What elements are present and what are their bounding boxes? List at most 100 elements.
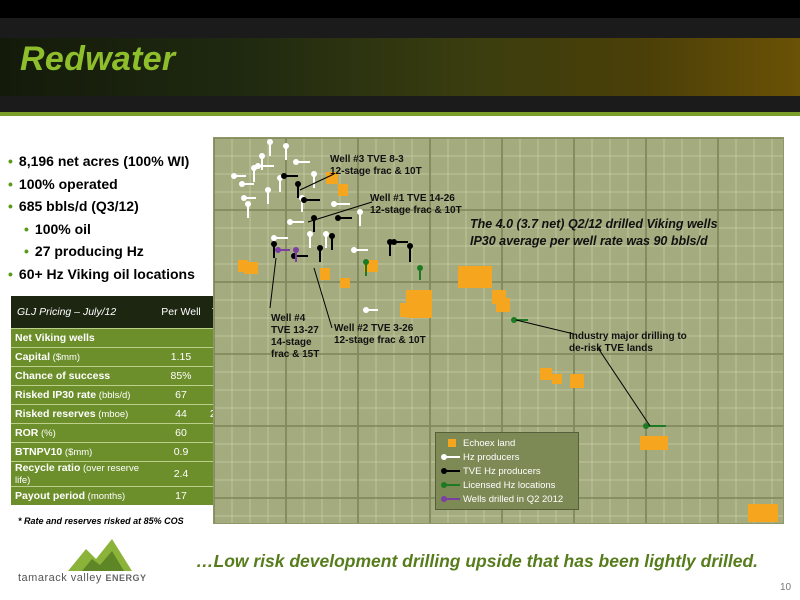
bullet-text: 8,196 net acres (100% WI) xyxy=(18,153,190,169)
row-unit: ($mm) xyxy=(50,352,81,363)
row-unit: (over reserve life) xyxy=(15,463,139,486)
hz-producer-icon xyxy=(357,209,363,215)
hz-producer-icon xyxy=(241,195,247,201)
hz-producer-icon xyxy=(245,201,251,207)
legend-label: Wells drilled in Q2 2012 xyxy=(463,493,564,505)
pointer-line xyxy=(597,347,651,427)
map-legend: Echoex land Hz producers TVE Hz producer… xyxy=(435,432,579,510)
row-label: Risked IP30 rate (bbls/d) xyxy=(11,385,160,405)
land-parcel xyxy=(540,368,552,380)
bullet-dot-icon: • xyxy=(8,198,13,214)
bullet-dot-icon: • xyxy=(24,243,29,259)
legend-label: TVE Hz producers xyxy=(463,465,541,477)
label-well-3: Well #3 TVE 8-3 12-stage frac & 10T xyxy=(330,154,422,178)
row-label: BTNPV10 ($mm) xyxy=(11,442,160,462)
bullet-dot-icon: • xyxy=(24,220,29,237)
bullet-item: • 685 bbls/d (Q3/12) xyxy=(8,195,195,218)
hz-producer-icon xyxy=(441,454,447,460)
map-callout: The 4.0 (3.7 net) Q2/12 drilled Viking w… xyxy=(470,216,718,250)
page-number: 10 xyxy=(780,582,792,593)
row-label-text: Risked reserves xyxy=(15,408,96,420)
sub-bullet-item: • 27 producing Hz xyxy=(8,240,195,263)
row-label-text: Payout period xyxy=(15,490,86,502)
row-unit: (mboe) xyxy=(95,409,129,420)
pointer-line xyxy=(307,201,373,223)
row-label-text: Capital xyxy=(15,351,51,363)
footnote: * Rate and reserves risked at 85% COS xyxy=(18,516,184,526)
land-parcel xyxy=(320,268,330,280)
bullet-dot-icon: • xyxy=(8,265,13,282)
label-line: TVE 13-27 xyxy=(271,325,319,336)
label-well-1: Well #1 TVE 14-26 12-stage frac & 10T xyxy=(370,193,462,217)
bullet-item: • 8,196 net acres (100% WI) xyxy=(8,150,195,173)
tve-producer-icon xyxy=(295,181,301,187)
logo-name: tamarack valley xyxy=(18,572,102,584)
row-label-text: ROR xyxy=(15,427,39,439)
bullet-item: • 60+ Hz Viking oil locations xyxy=(8,263,195,286)
row-per-well: 0.9 xyxy=(160,442,202,462)
table-row: Payout period (months) 17 xyxy=(11,486,244,505)
tve-producer-icon xyxy=(329,233,335,239)
land-parcel xyxy=(338,184,348,196)
land-parcel xyxy=(406,290,432,318)
land-parcel xyxy=(640,436,668,450)
label-line: 14-stage xyxy=(271,337,312,348)
legend-label: Hz producers xyxy=(463,451,520,463)
bullet-text: 60+ Hz Viking oil locations xyxy=(18,265,195,282)
label-line: Well #2 TVE 3-26 xyxy=(334,323,414,334)
licensed-location-icon xyxy=(441,482,447,488)
q2-well-icon xyxy=(275,247,281,253)
row-per-well: 60 xyxy=(160,423,202,443)
tve-producer-icon xyxy=(281,173,287,179)
land-parcel xyxy=(458,266,492,288)
land-parcel xyxy=(326,172,338,184)
logo-suffix: ENERGY xyxy=(105,573,147,583)
label-line: 12-stage frac & 10T xyxy=(334,335,426,346)
licensed-location-icon xyxy=(363,259,369,265)
hz-producer-icon xyxy=(231,173,237,179)
table-row: Risked IP30 rate (bbls/d) 67 xyxy=(11,385,244,405)
bullet-text: 685 bbls/d (Q3/12) xyxy=(18,198,139,214)
land-parcel xyxy=(748,504,778,522)
land-parcel xyxy=(238,260,248,272)
label-line: 12-stage frac & 10T xyxy=(330,166,422,177)
row-label: Payout period (months) xyxy=(11,486,160,505)
table-row: Recycle ratio (over reserve life)2.42.4 xyxy=(11,461,244,487)
row-label-text: Chance of success xyxy=(15,370,111,382)
pointer-line xyxy=(515,319,575,335)
callout-line: The 4.0 (3.7 net) Q2/12 drilled Viking w… xyxy=(470,217,718,231)
tve-producer-icon xyxy=(441,468,447,474)
tve-producer-icon xyxy=(335,215,341,221)
row-label-text: Recycle ratio xyxy=(15,462,81,474)
page-title: Redwater xyxy=(20,40,176,78)
hz-producer-icon xyxy=(351,247,357,253)
tve-producer-icon xyxy=(317,245,323,251)
logo-text: tamarack valley ENERGY xyxy=(18,572,147,584)
pointer-line xyxy=(313,267,333,329)
tamarack-logo-icon xyxy=(68,539,132,571)
tve-producer-icon xyxy=(301,197,307,203)
label-well-2: Well #2 TVE 3-26 12-stage frac & 10T xyxy=(334,323,426,347)
table-row: Capital ($mm)1.1571 xyxy=(11,347,244,367)
label-industry-drilling: Industry major drilling to de-risk TVE l… xyxy=(569,331,687,355)
header-top-bar xyxy=(0,0,800,18)
hz-producer-icon xyxy=(283,143,289,149)
pointer-line xyxy=(269,257,277,309)
hz-producer-icon xyxy=(293,159,299,165)
row-per-well: 17 xyxy=(160,486,202,505)
hz-producer-icon xyxy=(307,231,313,237)
land-swatch-icon xyxy=(448,439,456,447)
row-label: ROR (%) xyxy=(11,423,160,443)
hz-producer-icon xyxy=(267,139,273,145)
sub-bullet-item: • 100% oil xyxy=(8,218,195,241)
row-label: Recycle ratio (over reserve life) xyxy=(11,461,160,487)
title-bar xyxy=(0,38,800,96)
row-per-well: 85% xyxy=(160,366,202,386)
hz-producer-icon xyxy=(259,153,265,159)
label-line: Industry major drilling to xyxy=(569,331,687,342)
q2-well-icon xyxy=(293,247,299,253)
hz-producer-icon xyxy=(311,171,317,177)
row-per-well: 1.15 xyxy=(160,347,202,367)
bullet-text: 100% oil xyxy=(34,220,91,237)
table-header-label: GLJ Pricing – July/12 xyxy=(11,296,160,329)
